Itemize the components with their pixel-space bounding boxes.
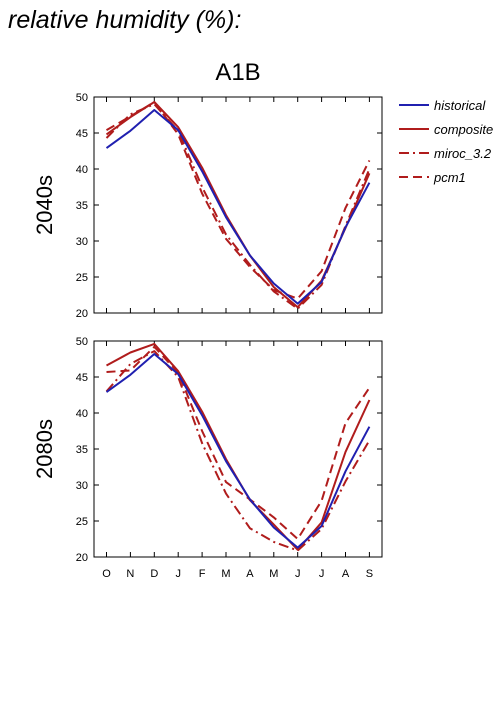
y-tick-label: 50: [76, 336, 88, 348]
y-tick-label: 30: [76, 480, 88, 492]
series-line-pcm1: [106, 101, 371, 300]
x-tick-label: D: [150, 568, 158, 580]
x-tick-label: A: [342, 568, 350, 580]
plot-frame: [93, 96, 383, 314]
series-line-composite: [105, 101, 371, 309]
x-tick-label: M: [221, 568, 230, 580]
y-tick-label: 45: [76, 128, 88, 140]
y-tick-label: 25: [76, 272, 88, 284]
legend-label: historical: [434, 98, 486, 113]
y-tick-label: 40: [76, 164, 88, 176]
y-tick-label: 30: [76, 236, 88, 248]
x-tick-label: M: [269, 568, 278, 580]
x-tick-label: F: [199, 568, 206, 580]
y-tick-label: 20: [76, 552, 88, 564]
y-tick-label: 35: [76, 444, 88, 456]
plot-frame: [93, 340, 383, 558]
figure-title: relative humidity (%):: [8, 6, 242, 34]
legend-label: miroc_3.2: [434, 146, 492, 161]
series-line-miroc-3-2: [105, 350, 371, 552]
legend-label: pcm1: [433, 170, 466, 185]
series-line-historical: [105, 109, 371, 305]
x-tick-label: N: [126, 568, 134, 580]
y-tick-label: 40: [76, 408, 88, 420]
y-tick-label: 25: [76, 516, 88, 528]
y-tick-label: 50: [76, 92, 88, 104]
legend-label: composite: [434, 122, 493, 137]
series-line-historical: [105, 353, 371, 549]
x-tick-label: J: [175, 568, 181, 580]
panel-label: 2080s: [32, 419, 57, 479]
panel-label: 2040s: [32, 175, 57, 235]
y-tick-label: 20: [76, 308, 88, 320]
x-tick-label: J: [319, 568, 325, 580]
x-tick-label: A: [246, 568, 254, 580]
x-tick-label: S: [366, 568, 373, 580]
series-line-miroc-3-2: [105, 103, 371, 310]
series-line-pcm1: [106, 345, 371, 540]
y-tick-label: 45: [76, 372, 88, 384]
scenario-title: A1B: [215, 59, 260, 86]
x-tick-label: O: [102, 568, 111, 580]
series-line-composite: [106, 342, 371, 551]
y-tick-label: 35: [76, 200, 88, 212]
x-tick-label: J: [295, 568, 301, 580]
